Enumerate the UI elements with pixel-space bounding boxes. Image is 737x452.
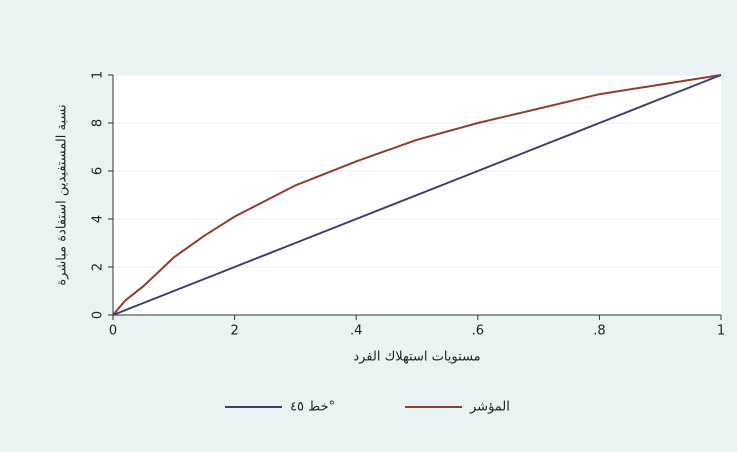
y-tick-label: 6 <box>91 167 106 175</box>
series-line <box>112 74 722 316</box>
series-line <box>112 74 722 316</box>
y-tick-label: 4 <box>91 215 106 223</box>
x-tick-label: 0 <box>109 324 117 339</box>
y-tick-label: 8 <box>91 119 106 127</box>
legend-label: خط ٤٥° <box>290 400 335 415</box>
x-tick-label: .8 <box>593 324 605 339</box>
y-tick-label: 0 <box>91 311 106 319</box>
x-tick-label: 1 <box>717 324 725 339</box>
legend-label: المؤشر <box>469 400 510 415</box>
x-tick-label: 2 <box>230 324 238 339</box>
x-tick-label: .4 <box>350 324 362 339</box>
y-tick-label: 1 <box>91 71 106 79</box>
x-axis-title: مستويات استهلاك الفرد <box>353 350 480 365</box>
x-tick-label: .6 <box>472 324 484 339</box>
y-axis-title: نسبة المستفيدين استفادة مباشرة <box>55 104 70 285</box>
y-tick-label: 2 <box>91 263 106 271</box>
